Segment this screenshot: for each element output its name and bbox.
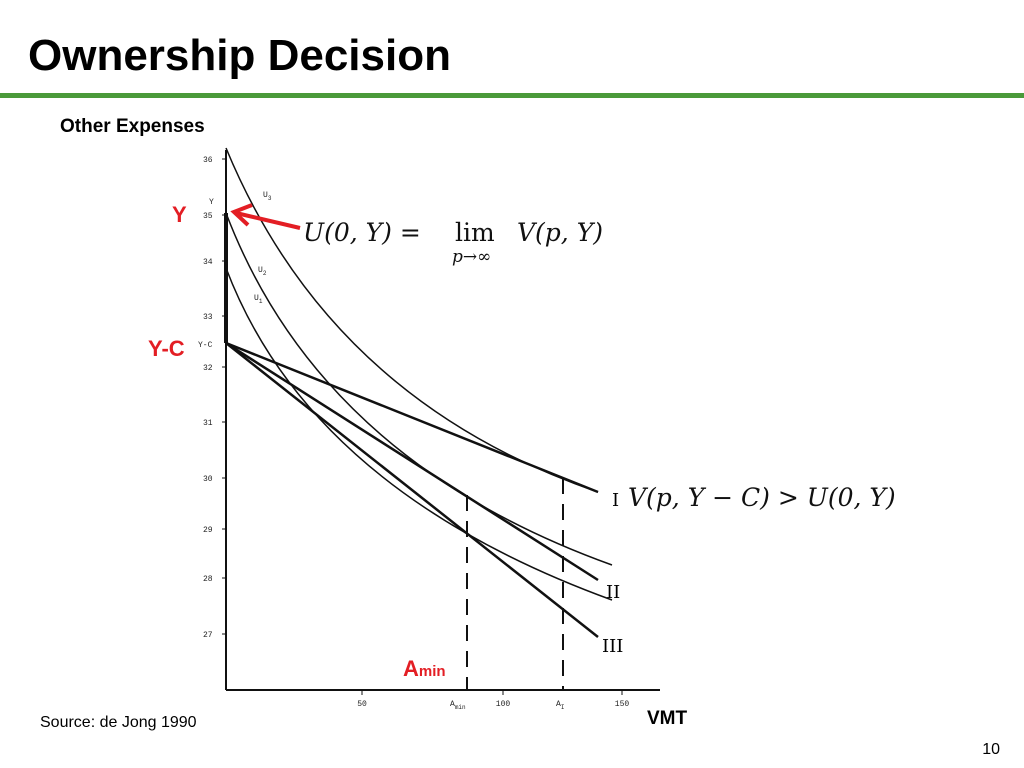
y-tick-label: 34	[203, 258, 213, 267]
y-tick-label: 29	[203, 526, 213, 535]
x-axis-label: VMT	[647, 708, 688, 729]
curve-u2	[225, 212, 613, 566]
slide-title: Ownership Decision	[28, 31, 451, 80]
y-axis-label: Other Expenses	[60, 116, 205, 137]
annotation-y-c: Y-C	[148, 336, 185, 361]
curve-label-letter: U	[263, 191, 268, 200]
formula-lhs: U(0, Y) =	[303, 218, 421, 247]
x-mark-sub: I	[561, 704, 565, 711]
y-tick-label: 32	[203, 364, 213, 373]
formula-lim: lim	[455, 218, 495, 247]
figure-lines	[224, 147, 660, 691]
curve-label: U2	[258, 266, 267, 277]
x-mark-letter: A	[450, 700, 455, 709]
curve-label-sub: 2	[263, 270, 267, 277]
formula-right: V(p, Y − C) > U(0, Y)	[628, 483, 896, 512]
x-tick-label: 100	[496, 700, 511, 709]
formula-rhs: V(p, Y)	[517, 218, 603, 247]
x-tick-label: 50	[357, 700, 367, 709]
curve-u1	[225, 267, 613, 601]
x-mark: Amin	[450, 700, 466, 711]
y-tick-label: 31	[203, 419, 213, 428]
y-mark: Y-C	[198, 341, 213, 350]
a-letter: A	[403, 656, 419, 681]
y-tick-label: 28	[203, 575, 213, 584]
curve-label-sub: 3	[268, 195, 272, 202]
line-label: II	[606, 582, 620, 603]
line-label: III	[602, 636, 623, 657]
x-mark-sub: min	[455, 704, 466, 711]
line-label: I	[612, 490, 619, 511]
formula-top: U(0, Y) = lim p→∞ V(p, Y)	[303, 218, 603, 267]
curve-label-sub: 1	[259, 298, 263, 305]
y-tick-label: 36	[203, 156, 213, 165]
curve-label-letter: U	[258, 266, 263, 275]
y-tick-label: 27	[203, 631, 213, 640]
curve-label-letter: U	[254, 294, 259, 303]
line-i	[225, 341, 599, 494]
formula-under: p→∞	[452, 247, 491, 267]
title-rule	[0, 93, 1024, 98]
annotation-a-min: Amin	[403, 656, 446, 681]
x-tick-label: 150	[615, 700, 630, 709]
curve-label: U1	[254, 294, 263, 305]
y-tick-label: 30	[203, 475, 213, 484]
arrow	[230, 203, 301, 230]
x-mark-letter: A	[556, 700, 561, 709]
source: Source: de Jong 1990	[40, 714, 197, 731]
x-mark: AI	[556, 700, 564, 711]
page-number: 10	[982, 741, 1000, 758]
curve-label: U3	[263, 191, 272, 202]
y-tick-label: 35	[203, 212, 213, 221]
line-iii	[225, 342, 599, 638]
annotation-y: Y	[172, 202, 187, 227]
y-tick-label: 33	[203, 313, 213, 322]
a-sub: min	[419, 663, 446, 680]
curve-u3	[225, 147, 599, 493]
y-mark: Y	[209, 198, 214, 207]
line-ii	[225, 341, 599, 582]
